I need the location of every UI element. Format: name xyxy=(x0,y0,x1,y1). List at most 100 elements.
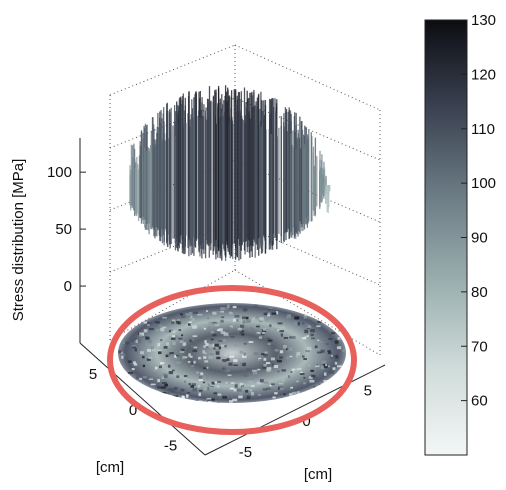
disc-speckle xyxy=(286,316,289,319)
disc-speckle xyxy=(253,352,259,356)
disc-speckle xyxy=(225,381,228,384)
colorbar-tick-label: 90 xyxy=(471,230,488,247)
disc-speckle xyxy=(286,356,289,359)
disc-speckle xyxy=(176,354,179,357)
disc-speckle xyxy=(182,343,186,347)
disc-speckle xyxy=(334,356,339,359)
disc-speckle xyxy=(241,386,245,389)
disc-speckle xyxy=(191,365,194,367)
disc-speckle xyxy=(280,333,284,337)
disc-speckle xyxy=(161,386,166,389)
disc-speckle xyxy=(161,376,165,380)
disc-speckle xyxy=(148,356,153,360)
disc-speckle xyxy=(204,360,209,363)
disc-speckle xyxy=(185,324,189,327)
disc-speckle xyxy=(328,338,333,340)
disc-speckle xyxy=(261,353,265,355)
disc-speckle xyxy=(192,388,197,392)
disc-speckle xyxy=(250,402,253,403)
disc-speckle xyxy=(329,371,335,374)
disc-speckle xyxy=(206,376,209,380)
disc-speckle xyxy=(213,347,216,350)
disc-speckle xyxy=(177,355,180,359)
disc-speckle xyxy=(188,353,191,357)
disc-speckle xyxy=(182,357,185,360)
disc-speckle xyxy=(296,352,301,356)
disc-speckle xyxy=(213,393,219,398)
disc-speckle xyxy=(234,343,239,347)
disc-speckle xyxy=(147,324,150,327)
disc-speckle xyxy=(131,344,137,347)
disc-speckle xyxy=(242,354,247,358)
disc-speckle xyxy=(299,373,305,375)
disc-speckle xyxy=(291,329,294,332)
disc-speckle xyxy=(220,331,226,335)
disc-speckle xyxy=(148,378,154,381)
disc-speckle xyxy=(266,368,272,372)
disc-speckle xyxy=(160,339,163,342)
disc-speckle xyxy=(333,354,338,358)
disc-speckle xyxy=(157,350,162,352)
disc-speckle xyxy=(317,339,320,342)
disc-speckle xyxy=(166,342,170,346)
disc-speckle xyxy=(170,337,176,340)
disc-speckle xyxy=(311,337,315,340)
disc-speckle xyxy=(217,402,220,403)
disc-speckle xyxy=(131,339,134,342)
disc-speckle xyxy=(207,383,211,387)
disc-speckle xyxy=(258,394,262,396)
disc-speckle xyxy=(147,349,152,352)
disc-speckle xyxy=(331,332,336,335)
disc-speckle xyxy=(127,367,130,370)
disc-speckle xyxy=(168,388,174,391)
disc-speckle xyxy=(222,345,226,348)
disc-speckle xyxy=(157,379,161,383)
disc-speckle xyxy=(211,381,215,385)
disc-speckle xyxy=(311,374,316,378)
disc-speckle xyxy=(220,319,224,323)
disc-speckle xyxy=(212,343,216,347)
disc-speckle xyxy=(178,329,182,331)
disc-speckle xyxy=(189,339,193,343)
disc-speckle xyxy=(211,383,215,387)
disc-speckle xyxy=(234,314,240,318)
disc-speckle xyxy=(246,395,251,400)
disc-speckle xyxy=(222,396,228,399)
disc-speckle xyxy=(327,350,332,353)
disc-speckle xyxy=(205,310,209,312)
disc-speckle xyxy=(252,369,257,372)
disc-speckle xyxy=(245,319,251,323)
disc-speckle xyxy=(242,308,248,312)
disc-speckle xyxy=(228,362,233,366)
disc-speckle xyxy=(279,356,283,359)
colorbar-tick-label: 60 xyxy=(471,393,488,410)
disc-speckle xyxy=(305,323,309,327)
disc-speckle xyxy=(203,356,207,359)
disc-speckle xyxy=(220,311,224,313)
disc-speckle xyxy=(289,393,293,396)
disc-speckle xyxy=(169,352,174,355)
disc-speckle xyxy=(310,329,315,333)
disc-speckle xyxy=(253,376,258,379)
disc-speckle xyxy=(317,321,322,323)
disc-speckle xyxy=(244,374,249,377)
disc-speckle xyxy=(250,378,254,381)
disc-speckle xyxy=(121,353,126,357)
disc-speckle xyxy=(191,338,194,342)
disc-speckle xyxy=(241,333,245,336)
disc-speckle xyxy=(160,328,165,332)
disc-speckle xyxy=(222,372,225,374)
disc-speckle xyxy=(224,345,227,348)
disc-speckle xyxy=(205,343,209,346)
disc-speckle xyxy=(188,312,193,316)
disc-speckle xyxy=(145,336,150,340)
disc-speckle xyxy=(255,316,259,319)
disc-speckle xyxy=(190,385,195,388)
disc-speckle xyxy=(212,311,217,315)
disc-speckle xyxy=(167,353,172,357)
disc-speckle xyxy=(335,372,338,375)
disc-speckle xyxy=(157,343,161,347)
disc-speckle xyxy=(157,386,162,389)
disc-speckle xyxy=(148,334,151,337)
disc-speckle xyxy=(211,398,215,401)
